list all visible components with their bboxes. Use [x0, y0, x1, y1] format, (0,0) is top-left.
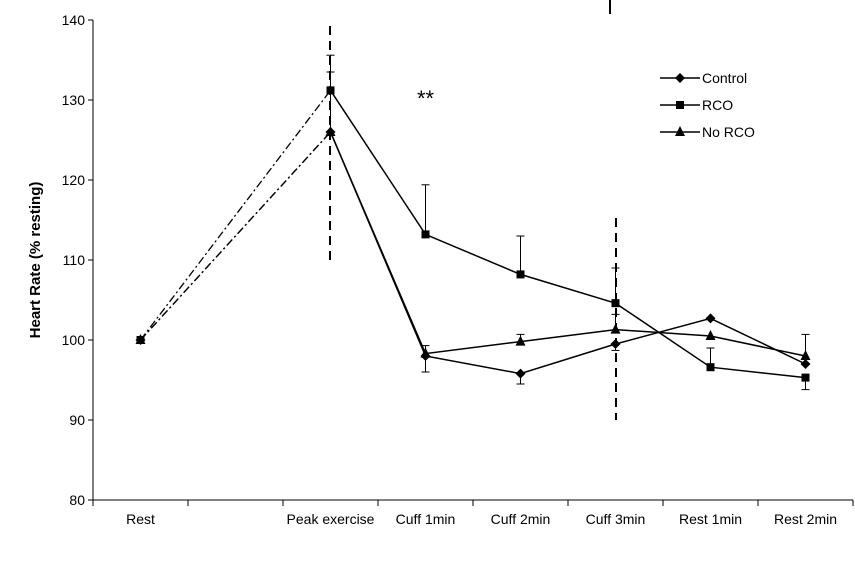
gap-connector [140, 131, 331, 341]
y-tick-label: 100 [62, 332, 86, 348]
data-point [705, 313, 716, 324]
data-point [421, 230, 430, 239]
legend-label: Control [702, 70, 747, 86]
x-tick-label: Rest [126, 511, 155, 527]
legend-marker [675, 73, 685, 83]
data-point [325, 126, 336, 136]
annotation: ** [417, 86, 435, 111]
data-point [516, 270, 525, 279]
gap-connector [139, 90, 332, 341]
data-point [705, 330, 716, 340]
y-tick-label: 140 [62, 12, 86, 28]
y-tick-label: 110 [63, 252, 86, 268]
data-point [515, 335, 526, 346]
legend-label: No RCO [702, 124, 755, 140]
data-point [135, 334, 146, 344]
x-tick-label: Cuff 2min [490, 511, 551, 527]
y-tick-label: 90 [69, 412, 85, 428]
series-line [329, 131, 806, 375]
x-tick-label: Rest 2min [773, 511, 838, 527]
y-tick-label: 80 [69, 492, 85, 508]
legend-label: RCO [702, 97, 733, 113]
data-point [801, 373, 810, 382]
data-point [515, 368, 526, 379]
series-line [329, 89, 806, 379]
y-axis-title: Heart Rate (% resting) [27, 182, 44, 339]
data-point [610, 339, 621, 349]
data-point [420, 347, 431, 358]
x-tick-label: Cuff 1min [395, 511, 456, 527]
y-tick-label: 120 [62, 172, 86, 188]
data-point [800, 359, 811, 369]
x-tick-label: Cuff 3min [585, 511, 646, 527]
legend-marker [676, 101, 684, 109]
series-line [329, 131, 806, 357]
x-tick-label: Rest 1min [678, 511, 743, 527]
y-tick-label: 130 [62, 92, 86, 108]
data-point [610, 323, 621, 334]
data-point [611, 299, 620, 308]
data-point [706, 363, 715, 372]
legend-marker [675, 126, 685, 136]
data-point [800, 350, 811, 360]
x-tick-label: Peak exercise [286, 511, 375, 527]
